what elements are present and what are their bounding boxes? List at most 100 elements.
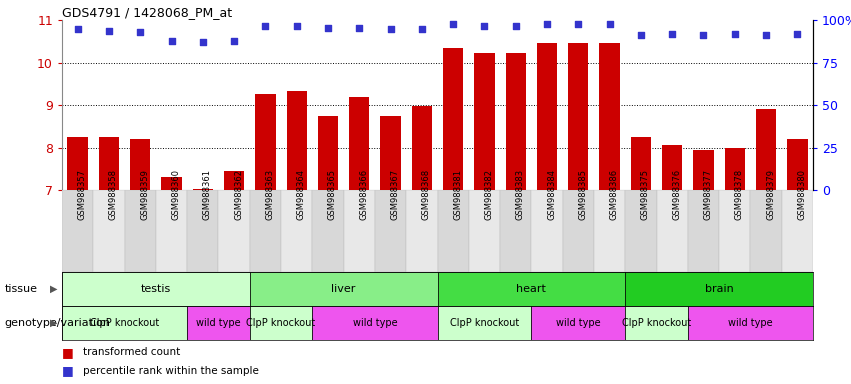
Text: GSM988364: GSM988364 <box>297 169 306 220</box>
Point <box>572 21 585 27</box>
Text: GSM988377: GSM988377 <box>704 169 712 220</box>
Bar <box>694 150 714 190</box>
Text: GSM988357: GSM988357 <box>77 169 87 220</box>
Point <box>227 38 241 44</box>
Text: GSM988359: GSM988359 <box>140 169 149 220</box>
Bar <box>756 109 776 190</box>
Point <box>665 31 679 37</box>
Text: GSM988382: GSM988382 <box>484 169 494 220</box>
Bar <box>156 190 187 272</box>
Point <box>352 25 366 31</box>
Text: GSM988362: GSM988362 <box>234 169 243 220</box>
Bar <box>249 190 281 272</box>
Text: ■: ■ <box>62 346 74 359</box>
Bar <box>625 306 688 340</box>
Bar <box>724 147 745 190</box>
Text: genotype/variation: genotype/variation <box>4 318 111 328</box>
Text: ▶: ▶ <box>50 318 58 328</box>
Point <box>165 38 179 44</box>
Bar <box>224 171 244 190</box>
Bar <box>406 190 437 272</box>
Bar <box>312 306 437 340</box>
Bar <box>349 98 369 190</box>
Point <box>697 32 711 38</box>
Bar <box>124 190 156 272</box>
Bar <box>568 43 589 190</box>
Text: ClpP knockout: ClpP knockout <box>247 318 316 328</box>
Text: transformed count: transformed count <box>83 347 180 358</box>
Bar <box>130 139 151 190</box>
Text: GSM988363: GSM988363 <box>266 169 274 220</box>
Text: GSM988360: GSM988360 <box>172 169 180 220</box>
Point <box>259 23 272 29</box>
Point <box>415 26 429 32</box>
Point <box>384 26 397 32</box>
Point <box>477 22 491 28</box>
Text: GSM988368: GSM988368 <box>422 169 431 220</box>
Text: GSM988375: GSM988375 <box>641 169 650 220</box>
Text: GSM988358: GSM988358 <box>109 169 118 220</box>
Text: GSM988383: GSM988383 <box>516 169 525 220</box>
Bar <box>412 106 432 190</box>
Bar <box>67 137 88 190</box>
Bar <box>219 190 249 272</box>
Text: heart: heart <box>517 284 546 294</box>
Point <box>196 39 209 45</box>
Bar <box>787 139 808 190</box>
Bar <box>505 53 526 190</box>
Text: testis: testis <box>140 284 171 294</box>
Bar <box>599 43 620 190</box>
Text: GSM988381: GSM988381 <box>453 169 462 220</box>
Bar <box>474 53 494 190</box>
Text: GSM988385: GSM988385 <box>579 169 587 220</box>
Text: GSM988378: GSM988378 <box>734 169 744 220</box>
Bar <box>344 190 375 272</box>
Bar <box>62 272 249 306</box>
Text: GDS4791 / 1428068_PM_at: GDS4791 / 1428068_PM_at <box>62 6 232 19</box>
Bar <box>99 137 119 190</box>
Text: GSM988361: GSM988361 <box>203 169 212 220</box>
Text: GSM988367: GSM988367 <box>391 169 400 220</box>
Bar <box>443 48 463 190</box>
Point <box>509 23 523 29</box>
Text: wild type: wild type <box>196 318 241 328</box>
Bar <box>625 190 656 272</box>
Point <box>290 22 304 28</box>
Text: ClpP knockout: ClpP knockout <box>450 318 519 328</box>
Text: ▶: ▶ <box>50 284 58 294</box>
Bar <box>192 189 213 190</box>
Bar <box>500 190 531 272</box>
Point <box>134 29 147 35</box>
Text: liver: liver <box>331 284 356 294</box>
Text: ClpP knockout: ClpP knockout <box>90 318 159 328</box>
Bar <box>563 190 594 272</box>
Text: GSM988386: GSM988386 <box>609 169 619 220</box>
Text: percentile rank within the sample: percentile rank within the sample <box>83 366 260 376</box>
Bar <box>281 190 312 272</box>
Bar <box>719 190 751 272</box>
Bar <box>469 190 500 272</box>
Text: GSM988380: GSM988380 <box>797 169 807 220</box>
Point <box>71 26 84 32</box>
Bar <box>62 306 187 340</box>
Bar <box>317 116 338 190</box>
Text: GSM988365: GSM988365 <box>328 169 337 220</box>
Bar <box>437 272 625 306</box>
Text: ClpP knockout: ClpP knockout <box>622 318 691 328</box>
Bar <box>287 91 307 190</box>
Bar <box>249 272 437 306</box>
Text: wild type: wild type <box>352 318 397 328</box>
Bar <box>656 190 688 272</box>
Point <box>540 21 554 27</box>
Text: tissue: tissue <box>4 284 37 294</box>
Point <box>102 28 116 35</box>
Text: GSM988366: GSM988366 <box>359 169 368 220</box>
Bar <box>631 137 651 190</box>
Bar <box>375 190 406 272</box>
Bar <box>255 94 276 190</box>
Bar <box>437 190 469 272</box>
Bar <box>625 272 813 306</box>
Bar <box>688 306 813 340</box>
Bar <box>531 306 625 340</box>
Bar <box>437 306 531 340</box>
